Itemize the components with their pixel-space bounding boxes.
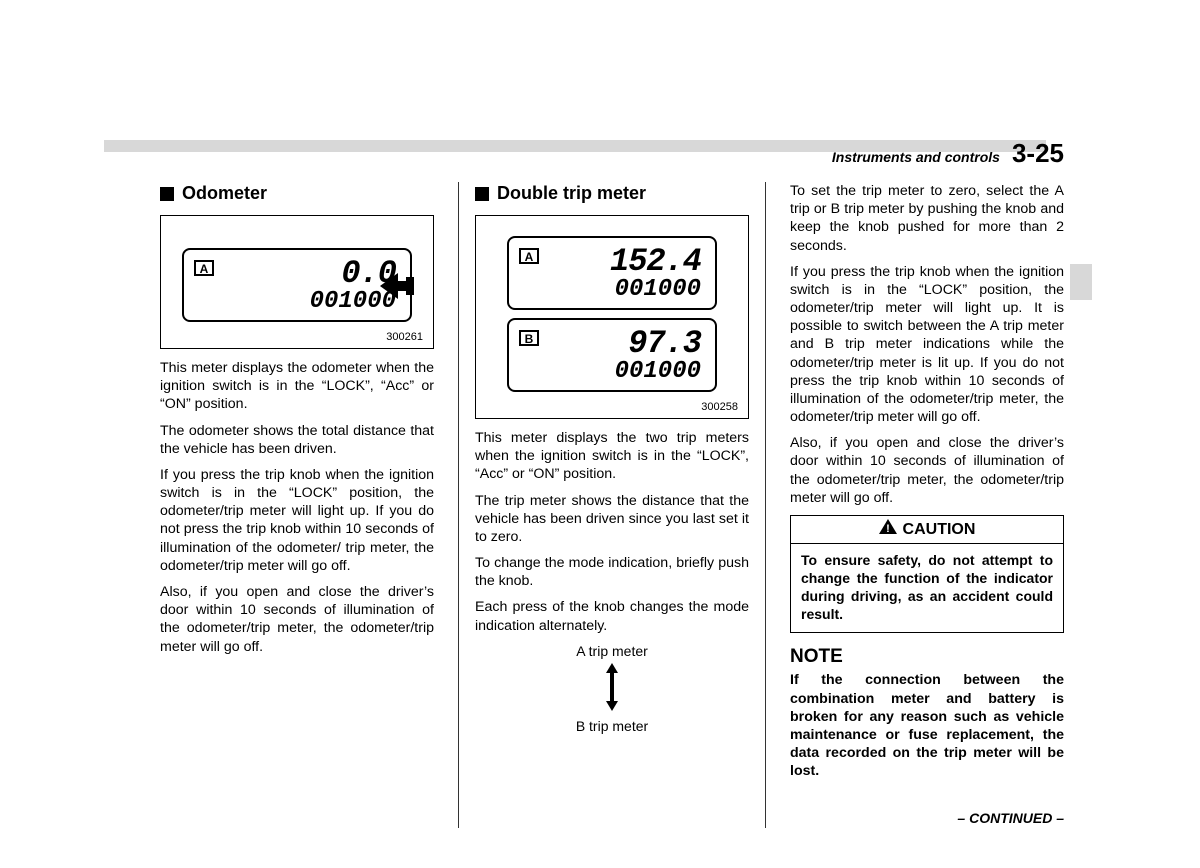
para: This meter displays the odometer when th… [160,359,434,414]
column-right: To set the trip meter to zero, select th… [790,182,1064,828]
lcd-trip-a-odo: 001000 [523,278,701,302]
lcd-trip-value: 0.0 [198,258,396,290]
para: Also, if you open and close the driver’s… [790,434,1064,507]
figure-tripmeter: A 152.4 001000 B 97.3 001000 300258 [475,215,749,419]
heading-odometer-text: Odometer [182,182,267,205]
mode-toggle-diagram: A trip meter B trip meter [475,643,749,736]
bullet-square-icon [160,187,174,201]
para: The odometer shows the total distance th… [160,422,434,458]
caution-heading: ! CAUTION [791,516,1063,544]
para: If you press the trip knob when the igni… [790,263,1064,427]
para: To set the trip meter to zero, select th… [790,182,1064,255]
lcd-trip-a-value: 152.4 [523,246,701,278]
lcd-label-a: A [194,260,214,276]
caution-body: To ensure safety, do not attempt to chan… [791,544,1063,632]
para: The trip meter shows the distance that t… [475,492,749,547]
column-tripmeter: Double trip meter A 152.4 001000 B 97.3 … [458,182,766,828]
lcd-odo-value: 001000 [198,290,396,314]
double-arrow-icon [605,663,619,711]
continued-label: – CONTINUED – [790,810,1064,828]
lcd-label-a: A [519,248,539,264]
para: To change the mode indication, briefly p… [475,554,749,590]
para: Each press of the knob changes the mode … [475,598,749,634]
lcd-odometer: A 0.0 001000 [182,248,412,322]
mode-a-label: A trip meter [475,643,749,661]
warning-icon: ! [879,519,897,534]
lcd-trip-b: B 97.3 001000 [507,318,717,392]
para: If you press the trip knob when the igni… [160,466,434,575]
note-body: If the connection between the combinatio… [790,671,1064,780]
mode-b-label: B trip meter [475,718,749,736]
caution-title: CAUTION [903,521,976,538]
figure-odometer: A 0.0 001000 300261 [160,215,434,349]
lcd-trip-b-value: 97.3 [523,328,701,360]
lcd-label-b: B [519,330,539,346]
lcd-trip-b-odo: 001000 [523,360,701,384]
lcd-trip-a: A 152.4 001000 [507,236,717,310]
column-layout: Odometer A 0.0 001000 300261 This meter … [160,182,1064,828]
column-odometer: Odometer A 0.0 001000 300261 This meter … [160,182,434,828]
para: Also, if you open and close the driver’s… [160,583,434,656]
heading-odometer: Odometer [160,182,434,205]
heading-tripmeter-text: Double trip meter [497,182,646,205]
trip-knob-icon [380,271,416,301]
figure-number: 300258 [486,400,738,414]
page-body: Odometer A 0.0 001000 300261 This meter … [0,0,1200,868]
caution-box: ! CAUTION To ensure safety, do not attem… [790,515,1064,633]
para: This meter displays the two trip meters … [475,429,749,484]
heading-tripmeter: Double trip meter [475,182,749,205]
svg-text:!: ! [886,523,890,534]
bullet-square-icon [475,187,489,201]
note-title: NOTE [790,645,1064,669]
figure-number: 300261 [171,330,423,344]
